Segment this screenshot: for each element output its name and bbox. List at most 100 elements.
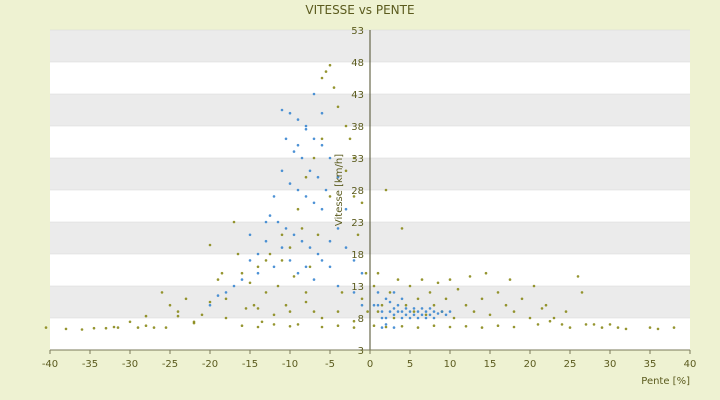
- data-point-olive: [464, 303, 468, 307]
- data-point-olive: [304, 291, 308, 294]
- data-point-olive: [392, 316, 396, 320]
- data-point-olive: [432, 324, 436, 328]
- data-point-olive: [256, 307, 260, 310]
- data-point-olive: [520, 297, 524, 301]
- x-tick-label: 0: [367, 359, 373, 370]
- data-point-olive: [268, 252, 272, 256]
- data-point-olive: [164, 326, 168, 329]
- data-point-blue: [380, 326, 384, 329]
- x-tick-label: 10: [444, 359, 457, 370]
- data-point-blue: [216, 294, 220, 297]
- data-point-olive: [128, 320, 132, 324]
- data-point-blue: [288, 182, 292, 185]
- data-point-olive: [432, 303, 436, 307]
- data-point-olive: [272, 323, 276, 326]
- data-point-blue: [304, 265, 308, 269]
- x-tick-label: -40: [42, 359, 58, 370]
- x-tick-label: 25: [564, 359, 577, 370]
- data-point-olive: [280, 233, 284, 237]
- data-point-blue: [400, 316, 404, 320]
- data-point-olive: [360, 201, 364, 205]
- data-point-blue: [412, 313, 416, 317]
- data-point-olive: [348, 137, 352, 141]
- data-point-blue: [304, 195, 308, 198]
- x-tick-label: 30: [604, 359, 617, 370]
- data-point-olive: [224, 297, 228, 301]
- data-point-olive: [328, 63, 332, 67]
- data-point-blue: [296, 271, 300, 275]
- data-point-blue: [312, 201, 316, 205]
- data-point-blue: [428, 307, 432, 310]
- data-point-blue: [400, 310, 404, 313]
- y-axis-label: Vitesse [km/h]: [334, 154, 345, 226]
- data-point-blue: [392, 307, 396, 310]
- data-point-olive: [436, 281, 440, 285]
- data-point-olive: [136, 326, 140, 329]
- x-tick-label: -35: [82, 359, 98, 370]
- data-point-blue: [448, 310, 452, 313]
- data-point-blue: [264, 220, 268, 224]
- data-point-olive: [300, 227, 304, 230]
- data-point-blue: [380, 316, 384, 320]
- data-point-blue: [312, 278, 316, 281]
- data-point-olive: [372, 324, 376, 328]
- data-point-blue: [336, 284, 340, 288]
- data-point-blue: [396, 303, 400, 307]
- data-point-blue: [344, 246, 348, 249]
- data-point-olive: [280, 259, 284, 262]
- data-point-olive: [600, 326, 604, 329]
- data-point-blue: [276, 220, 280, 224]
- y-tick-label: 33: [351, 154, 364, 165]
- data-point-olive: [336, 105, 340, 109]
- data-point-blue: [292, 233, 296, 237]
- data-point-blue: [256, 252, 260, 256]
- data-point-olive: [312, 156, 316, 160]
- y-tick-label: 38: [351, 122, 364, 133]
- data-point-olive: [548, 319, 552, 323]
- data-point-blue: [336, 175, 340, 179]
- data-point-blue: [268, 214, 272, 217]
- data-point-olive: [352, 156, 356, 160]
- data-point-blue: [284, 137, 288, 141]
- data-point-blue: [316, 175, 320, 179]
- data-point-olive: [312, 310, 316, 313]
- data-point-olive: [144, 324, 148, 328]
- x-tick-label: -15: [242, 359, 258, 370]
- data-point-olive: [380, 303, 384, 307]
- data-point-blue: [324, 188, 328, 192]
- data-point-olive: [468, 275, 472, 278]
- data-point-olive: [352, 326, 356, 329]
- y-tick-label: 13: [351, 282, 364, 293]
- data-point-olive: [256, 265, 260, 269]
- x-tick-label: 20: [524, 359, 537, 370]
- data-point-olive: [292, 275, 296, 278]
- data-point-olive: [364, 271, 368, 275]
- data-point-blue: [432, 310, 436, 313]
- data-point-blue: [352, 259, 356, 262]
- data-point-blue: [408, 310, 412, 313]
- data-point-olive: [288, 246, 292, 249]
- x-tick-label: -5: [325, 359, 335, 370]
- data-point-olive: [288, 310, 292, 313]
- data-point-olive: [512, 325, 516, 329]
- data-point-olive: [508, 278, 512, 281]
- data-point-blue: [384, 297, 388, 301]
- data-point-olive: [496, 291, 500, 294]
- data-point-olive: [580, 291, 584, 294]
- data-point-blue: [312, 137, 316, 141]
- data-point-olive: [488, 313, 492, 317]
- data-point-olive: [340, 291, 344, 294]
- data-point-olive: [480, 326, 484, 329]
- data-point-blue: [444, 313, 448, 317]
- data-point-olive: [320, 325, 324, 329]
- data-point-olive: [252, 303, 256, 307]
- data-point-blue: [328, 239, 332, 243]
- y-tick-label: 43: [351, 90, 364, 101]
- x-tick-label: -25: [162, 359, 178, 370]
- data-point-blue: [304, 127, 308, 131]
- data-point-olive: [496, 324, 500, 328]
- data-point-blue: [392, 291, 396, 294]
- data-point-olive: [624, 327, 628, 331]
- data-point-olive: [144, 314, 148, 318]
